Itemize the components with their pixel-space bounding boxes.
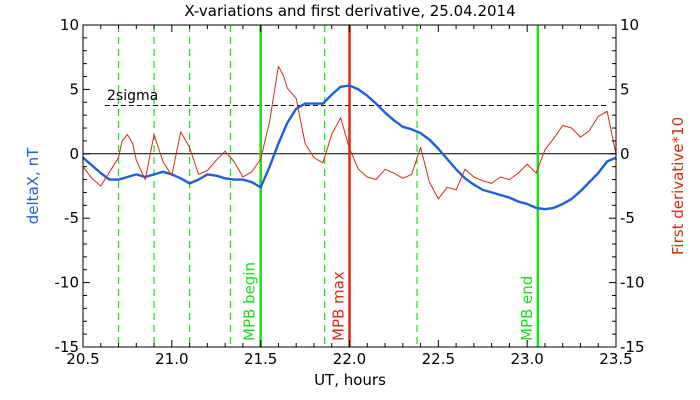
y-tick-label: -5 bbox=[64, 209, 79, 227]
marker-label: MPB begin bbox=[241, 262, 259, 341]
x-tick-label: 22.5 bbox=[422, 350, 455, 368]
sigma-label: 2sigma bbox=[107, 88, 158, 104]
marker-label: MPB end bbox=[518, 276, 536, 341]
x-tick-label: 23.0 bbox=[510, 350, 543, 368]
y-axis-title-left: deltaX, nT bbox=[24, 147, 42, 224]
x-tick-label: 20.5 bbox=[66, 350, 99, 368]
y2-tick-label: -5 bbox=[620, 209, 635, 227]
x-tick-label: 23.5 bbox=[599, 350, 632, 368]
y-tick-label: 5 bbox=[69, 80, 79, 98]
chart-title: X-variations and first derivative, 25.04… bbox=[184, 2, 515, 20]
x-tick-label: 22.0 bbox=[333, 350, 366, 368]
y2-tick-label: 10 bbox=[620, 16, 639, 34]
y-tick-label: -15 bbox=[55, 338, 80, 356]
y-axis-title-right: First derivative*10 bbox=[669, 117, 687, 255]
y2-tick-label: 5 bbox=[620, 80, 630, 98]
y2-tick-label: 0 bbox=[620, 145, 630, 163]
x-axis-title: UT, hours bbox=[314, 371, 386, 389]
derivative-series-line bbox=[82, 65, 617, 200]
x-tick-label: 21.0 bbox=[155, 350, 188, 368]
y-tick-label: 0 bbox=[69, 145, 79, 163]
x-tick-label: 21.5 bbox=[244, 350, 277, 368]
marker-label: MPB max bbox=[330, 271, 348, 341]
y-tick-label: -10 bbox=[55, 274, 80, 292]
y2-tick-label: -15 bbox=[620, 338, 645, 356]
y-tick-label: 10 bbox=[60, 16, 79, 34]
y2-tick-label: -10 bbox=[620, 274, 645, 292]
